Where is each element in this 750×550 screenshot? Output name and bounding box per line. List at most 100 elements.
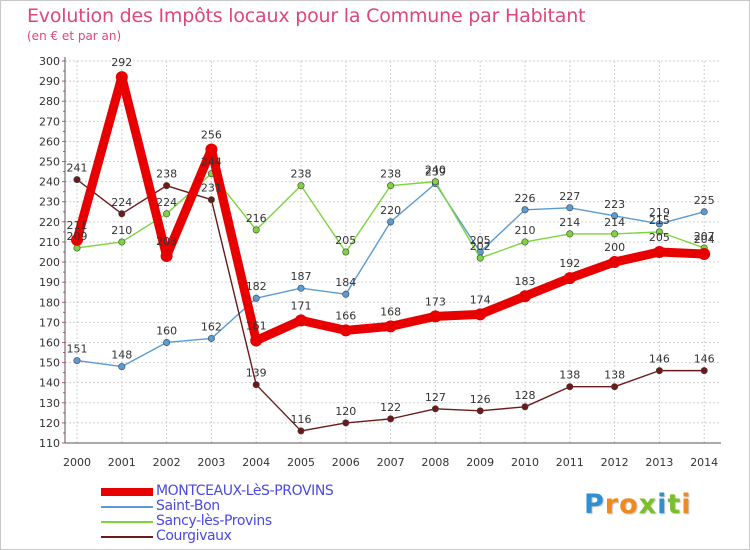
data-label: 192 bbox=[559, 257, 580, 270]
x-tick-label: 2009 bbox=[466, 456, 494, 469]
y-tick-label: 150 bbox=[39, 357, 60, 370]
data-point bbox=[521, 403, 529, 411]
data-point bbox=[431, 178, 439, 186]
data-point bbox=[521, 238, 529, 246]
data-label: 225 bbox=[694, 194, 715, 207]
data-label: 138 bbox=[604, 369, 625, 382]
data-point bbox=[339, 324, 352, 337]
data-label: 209 bbox=[67, 230, 88, 243]
y-tick-label: 280 bbox=[39, 95, 60, 108]
data-point bbox=[655, 228, 663, 236]
data-label: 226 bbox=[515, 192, 536, 205]
data-label: 148 bbox=[111, 349, 132, 362]
logo-letter: o bbox=[619, 489, 639, 520]
data-point bbox=[655, 367, 663, 375]
data-point bbox=[297, 284, 305, 292]
data-label: 138 bbox=[559, 369, 580, 382]
data-label: 151 bbox=[67, 343, 88, 356]
data-point bbox=[73, 357, 81, 365]
data-label: 214 bbox=[604, 216, 625, 229]
data-label: 244 bbox=[201, 156, 222, 169]
data-point bbox=[342, 248, 350, 256]
data-label: 203 bbox=[156, 235, 177, 248]
x-tick-label: 2001 bbox=[108, 456, 136, 469]
data-label: 224 bbox=[111, 196, 132, 209]
data-point bbox=[342, 290, 350, 298]
data-point bbox=[160, 250, 173, 263]
x-tick-label: 2004 bbox=[242, 456, 270, 469]
data-label: 173 bbox=[425, 295, 446, 308]
data-label: 160 bbox=[156, 324, 177, 337]
x-tick-label: 2002 bbox=[153, 456, 181, 469]
y-tick-label: 190 bbox=[39, 276, 60, 289]
data-point bbox=[297, 182, 305, 190]
data-label: 256 bbox=[201, 128, 222, 141]
data-point bbox=[115, 71, 128, 84]
data-point bbox=[73, 176, 81, 184]
y-tick-label: 200 bbox=[39, 256, 60, 269]
x-tick-label: 2014 bbox=[690, 456, 718, 469]
data-point bbox=[566, 204, 574, 212]
data-label: 120 bbox=[335, 405, 356, 418]
data-label: 187 bbox=[291, 270, 312, 283]
data-point bbox=[387, 415, 395, 423]
data-label: 166 bbox=[335, 309, 356, 322]
logo-letter: t bbox=[667, 489, 682, 520]
data-label: 174 bbox=[470, 293, 491, 306]
y-tick-label: 210 bbox=[39, 236, 60, 249]
x-tick-label: 2006 bbox=[332, 456, 360, 469]
legend-swatch bbox=[101, 521, 153, 523]
data-label: 205 bbox=[470, 234, 491, 247]
data-label: 205 bbox=[335, 234, 356, 247]
x-tick-label: 2012 bbox=[601, 456, 629, 469]
legend-swatch bbox=[101, 506, 153, 508]
data-label: 204 bbox=[694, 233, 715, 246]
data-label: 241 bbox=[67, 162, 88, 175]
data-label: 162 bbox=[201, 320, 222, 333]
x-tick-label: 2005 bbox=[287, 456, 315, 469]
x-tick-label: 2011 bbox=[556, 456, 584, 469]
data-label: 139 bbox=[246, 367, 267, 380]
logo-letter: P bbox=[584, 489, 605, 520]
data-point bbox=[566, 383, 574, 391]
data-label: 122 bbox=[380, 401, 401, 414]
data-point bbox=[474, 308, 487, 321]
data-label: 182 bbox=[246, 280, 267, 293]
data-label: 240 bbox=[425, 164, 446, 177]
x-tick-label: 2003 bbox=[197, 456, 225, 469]
y-tick-label: 240 bbox=[39, 176, 60, 189]
data-point bbox=[163, 210, 171, 218]
y-tick-label: 270 bbox=[39, 115, 60, 128]
data-point bbox=[342, 419, 350, 427]
data-point bbox=[655, 220, 663, 228]
data-point bbox=[207, 334, 215, 342]
data-label: 184 bbox=[335, 276, 356, 289]
data-label: 238 bbox=[156, 168, 177, 181]
data-label: 224 bbox=[156, 196, 177, 209]
data-point bbox=[387, 218, 395, 226]
x-tick-label: 2013 bbox=[645, 456, 673, 469]
legend-swatch bbox=[101, 488, 153, 496]
data-label: 202 bbox=[470, 240, 491, 253]
data-label: 239 bbox=[425, 166, 446, 179]
chart-subtitle: (en € et par an) bbox=[27, 29, 122, 43]
data-label: 127 bbox=[425, 391, 446, 404]
data-label: 126 bbox=[470, 393, 491, 406]
y-tick-label: 260 bbox=[39, 135, 60, 148]
data-label: 227 bbox=[559, 190, 580, 203]
data-point bbox=[698, 248, 711, 261]
chart-title: Evolution des Impôts locaux pour la Comm… bbox=[27, 5, 586, 27]
data-point bbox=[297, 427, 305, 435]
data-point bbox=[429, 310, 442, 323]
data-label: 128 bbox=[515, 389, 536, 402]
data-point bbox=[611, 383, 619, 391]
data-label: 146 bbox=[649, 353, 670, 366]
data-label: 214 bbox=[559, 216, 580, 229]
legend-label: Courgivaux bbox=[156, 528, 232, 544]
data-point bbox=[387, 182, 395, 190]
data-label: 292 bbox=[111, 56, 132, 69]
data-label: 238 bbox=[380, 168, 401, 181]
data-label: 231 bbox=[201, 182, 222, 195]
data-point bbox=[611, 212, 619, 220]
data-label: 220 bbox=[380, 204, 401, 217]
